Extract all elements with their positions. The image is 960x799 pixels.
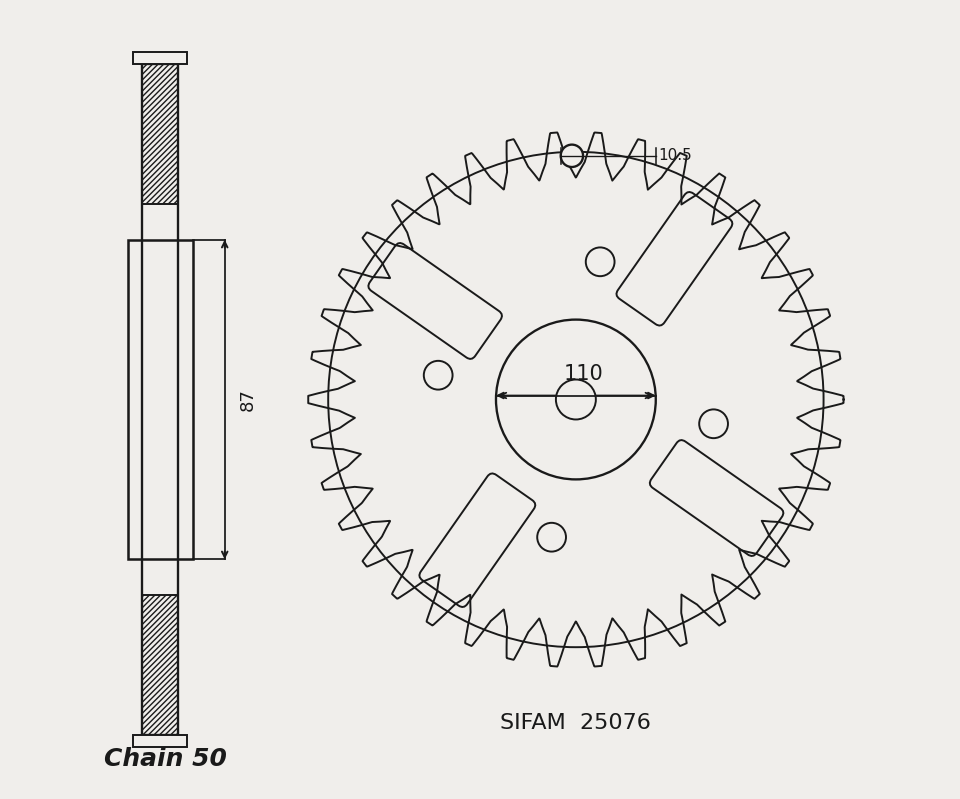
FancyBboxPatch shape [369,243,502,359]
Bar [128,240,193,559]
FancyBboxPatch shape [420,474,536,607]
Bar [142,64,179,204]
Circle shape [561,145,583,167]
Text: 87: 87 [239,388,257,411]
Circle shape [586,248,614,276]
Circle shape [423,361,452,390]
Text: SIFAM  25076: SIFAM 25076 [500,713,651,733]
FancyBboxPatch shape [650,440,783,556]
Circle shape [699,409,728,438]
Text: Chain 50: Chain 50 [105,747,228,771]
Text: 10.5: 10.5 [659,149,692,163]
Text: 110: 110 [564,364,604,384]
Bar [142,64,179,735]
Circle shape [556,380,596,419]
Bar [133,735,187,747]
Circle shape [538,523,566,551]
FancyBboxPatch shape [616,192,732,325]
Bar [133,52,187,64]
Bar [142,595,179,735]
